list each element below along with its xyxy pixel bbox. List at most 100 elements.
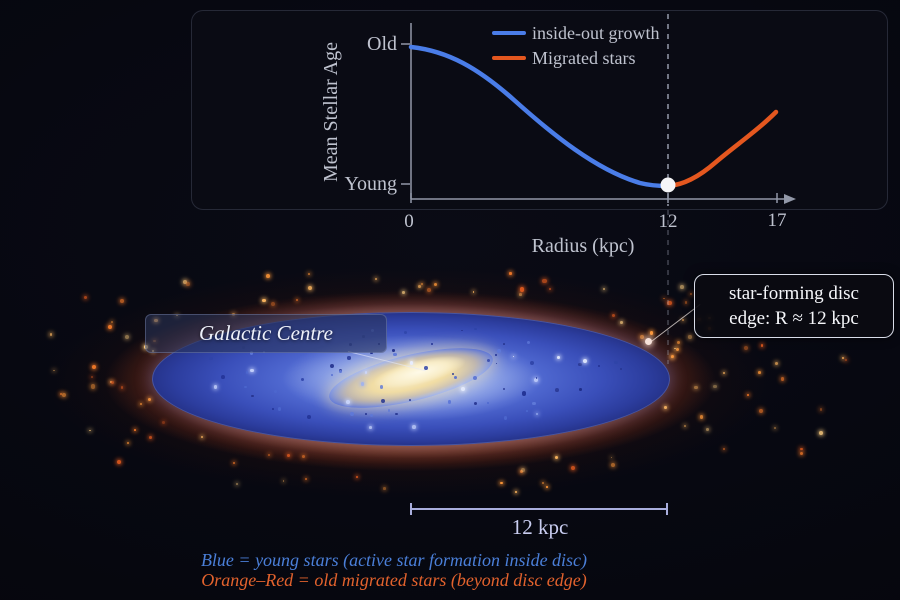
star-dot xyxy=(519,469,524,474)
star-dot xyxy=(611,463,616,468)
star-dot xyxy=(244,386,247,389)
star-dot xyxy=(235,482,238,485)
star-dot xyxy=(91,376,94,378)
star-dot xyxy=(472,291,475,294)
star-dot xyxy=(424,366,428,370)
star-dot xyxy=(679,285,684,289)
star-dot xyxy=(139,402,143,406)
star-dot xyxy=(570,465,576,471)
star-dot xyxy=(500,481,503,485)
star-dot xyxy=(364,371,368,374)
star-dot xyxy=(503,416,508,420)
star-dot xyxy=(486,358,491,363)
caption-blue-stars: Blue = young stars (active star formatio… xyxy=(200,550,588,570)
star-dot xyxy=(819,408,823,412)
star-dot xyxy=(681,318,685,322)
star-dot xyxy=(261,298,266,303)
star-dot xyxy=(495,362,498,365)
star-dot xyxy=(664,406,668,410)
star-dot xyxy=(53,369,55,372)
star-dot xyxy=(556,356,560,359)
star-dot xyxy=(369,413,373,417)
star-dot xyxy=(117,460,122,465)
star-dot xyxy=(213,385,218,389)
star-dot xyxy=(548,288,551,290)
star-dot xyxy=(674,347,677,350)
star-dot xyxy=(639,334,644,339)
star-dot xyxy=(250,368,254,373)
star-dot xyxy=(759,408,764,413)
star-dot xyxy=(541,481,544,485)
star-dot xyxy=(610,456,613,459)
x-axis-title: Radius (kpc) xyxy=(532,235,635,257)
star-dot xyxy=(819,431,823,435)
star-dot xyxy=(534,377,539,382)
star-dot xyxy=(689,292,692,295)
star-dot xyxy=(221,375,225,380)
star-dot xyxy=(433,282,438,287)
star-dot xyxy=(612,313,616,317)
star-dot xyxy=(393,352,397,356)
star-dot xyxy=(201,436,204,439)
x-tick-label-17: 17 xyxy=(768,210,787,231)
star-dot xyxy=(526,340,531,345)
star-dot xyxy=(124,335,129,340)
star-dot xyxy=(532,402,536,406)
star-dot xyxy=(412,425,416,430)
star-dot xyxy=(417,284,421,288)
star-dot xyxy=(365,413,368,415)
star-dot xyxy=(402,290,405,294)
star-dot xyxy=(497,348,501,353)
scale-bar xyxy=(410,503,668,515)
star-dot xyxy=(620,368,623,371)
star-dot xyxy=(383,486,386,490)
star-dot xyxy=(267,453,270,456)
star-dot xyxy=(474,328,477,331)
star-dot xyxy=(597,364,600,367)
star-dot xyxy=(49,332,53,336)
star-dot xyxy=(503,343,506,346)
star-dot xyxy=(530,360,535,365)
star-dot xyxy=(760,344,764,347)
star-dot xyxy=(845,358,848,362)
star-dot xyxy=(301,378,305,382)
star-dot xyxy=(107,325,112,330)
star-dot xyxy=(265,273,270,278)
star-dot xyxy=(706,427,710,431)
x-tick-label-0: 0 xyxy=(404,211,414,232)
star-dot xyxy=(295,299,298,302)
star-dot xyxy=(746,393,749,396)
star-dot xyxy=(546,485,549,488)
star-dot xyxy=(775,361,779,365)
star-dot xyxy=(758,371,761,375)
star-dot xyxy=(120,299,125,304)
star-dot xyxy=(688,335,692,339)
star-dot xyxy=(526,410,529,413)
star-dot xyxy=(356,476,359,479)
star-dot xyxy=(453,375,458,380)
chart-panel xyxy=(191,10,888,210)
star-dot xyxy=(287,454,290,457)
star-dot xyxy=(369,426,372,429)
star-dot xyxy=(460,387,465,392)
star-dot xyxy=(126,441,130,445)
disc-edge-anchor-dot xyxy=(645,338,652,345)
star-dot xyxy=(392,348,396,352)
star-dot xyxy=(578,362,582,367)
star-dot xyxy=(774,427,777,430)
star-dot xyxy=(339,369,343,373)
disc-edge-callout: star-forming disc edge: R ≈ 12 kpc xyxy=(694,274,894,338)
star-dot xyxy=(409,361,414,365)
star-dot xyxy=(89,429,91,432)
star-dot xyxy=(503,387,506,390)
galactic-centre-text: Galactic Centre xyxy=(199,321,333,345)
star-dot xyxy=(379,385,384,389)
star-dot xyxy=(676,341,680,345)
star-dot xyxy=(282,479,285,482)
star-dot xyxy=(349,412,355,417)
star-dot xyxy=(461,329,463,332)
star-dot xyxy=(670,354,675,359)
caption-orange-stars: Orange–Red = old migrated stars (beyond … xyxy=(201,570,587,590)
star-dot xyxy=(781,377,785,381)
